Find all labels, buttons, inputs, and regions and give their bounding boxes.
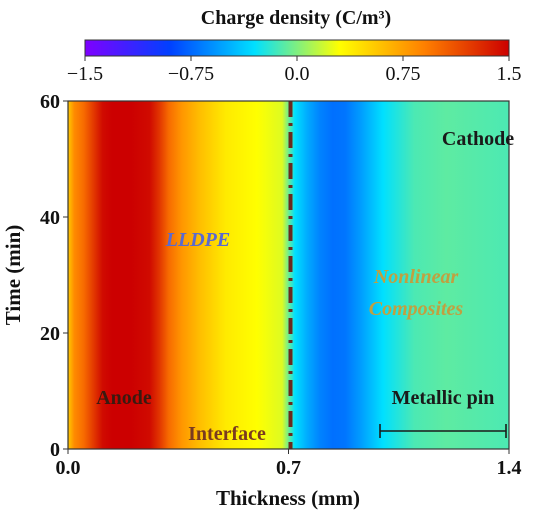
composites-label-line1: Nonlinear	[373, 266, 459, 288]
colorbar-rect	[84, 39, 510, 57]
colorbar-tick-label: 0.0	[285, 63, 310, 85]
x-tick-label: 0.7	[276, 457, 301, 479]
colorbar-tick-label: −0.75	[168, 63, 214, 85]
x-tick-label: 0.0	[56, 457, 81, 479]
y-tick-label: 20	[40, 323, 60, 345]
anode-label: Anode	[96, 387, 152, 409]
colorbar-tick-label: −1.5	[67, 63, 103, 85]
y-tick-label: 40	[40, 207, 60, 229]
plot-area	[67, 100, 510, 450]
y-axis-ticks: 0 20 40 60	[40, 91, 68, 461]
composites-label-line2: Composites	[369, 298, 464, 320]
interface-label: Interface	[188, 423, 266, 445]
y-tick-label: 60	[40, 91, 60, 113]
x-tick-label: 1.4	[497, 457, 522, 479]
lldpe-label: LLDPE	[165, 229, 230, 251]
cathode-label: Cathode	[442, 128, 514, 150]
x-axis-label: Thickness (mm)	[216, 486, 360, 510]
colorbar-tick-label: 0.75	[386, 63, 421, 85]
colorbar: Charge density (C/m³) −1.5 −0.75 0.0 0.75 1.…	[67, 7, 522, 85]
colorbar-ticks: −1.5 −0.75 0.0 0.75 1.5	[67, 56, 522, 85]
metallic-pin-label: Metallic pin	[392, 387, 495, 409]
colorbar-tick-label: 1.5	[497, 63, 522, 85]
y-axis-label: Time (min)	[1, 225, 25, 326]
metallic-pin-scalebar	[379, 424, 507, 438]
x-axis-ticks: 0.0 0.7 1.4	[56, 449, 522, 479]
y-tick-label: 0	[50, 439, 60, 461]
colorbar-label: Charge density (C/m³)	[201, 7, 391, 29]
